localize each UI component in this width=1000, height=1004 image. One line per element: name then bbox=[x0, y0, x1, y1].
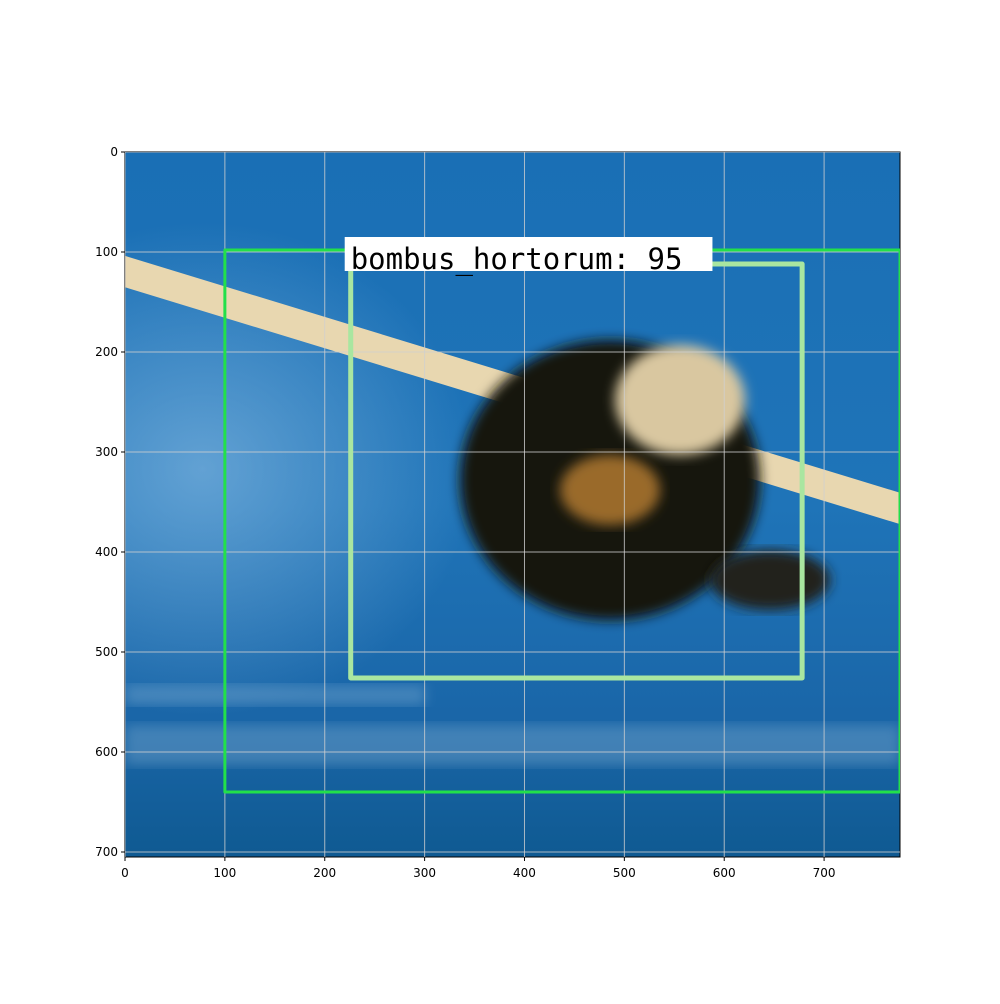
y-tick-label: 0 bbox=[110, 145, 118, 159]
x-tick-label: 400 bbox=[513, 866, 536, 880]
detection-label: bombus_hortorum: 95 bbox=[351, 242, 683, 277]
x-tick-label: 100 bbox=[213, 866, 236, 880]
x-tick-label: 600 bbox=[713, 866, 736, 880]
y-tick-label: 700 bbox=[95, 845, 118, 859]
x-tick-label: 0 bbox=[121, 866, 129, 880]
detection-label-bg bbox=[344, 237, 713, 271]
y-tick-label: 600 bbox=[95, 745, 118, 759]
y-tick-label: 300 bbox=[95, 445, 118, 459]
x-tick-label: 700 bbox=[813, 866, 836, 880]
x-tick-label: 200 bbox=[313, 866, 336, 880]
overlay: bombus_hortorum: 95 bbox=[125, 152, 900, 857]
x-tick-label: 300 bbox=[413, 866, 436, 880]
y-tick-label: 400 bbox=[95, 545, 118, 559]
y-tick-label: 100 bbox=[95, 245, 118, 259]
y-tick-label: 200 bbox=[95, 345, 118, 359]
x-tick-label: 500 bbox=[613, 866, 636, 880]
y-tick-label: 500 bbox=[95, 645, 118, 659]
